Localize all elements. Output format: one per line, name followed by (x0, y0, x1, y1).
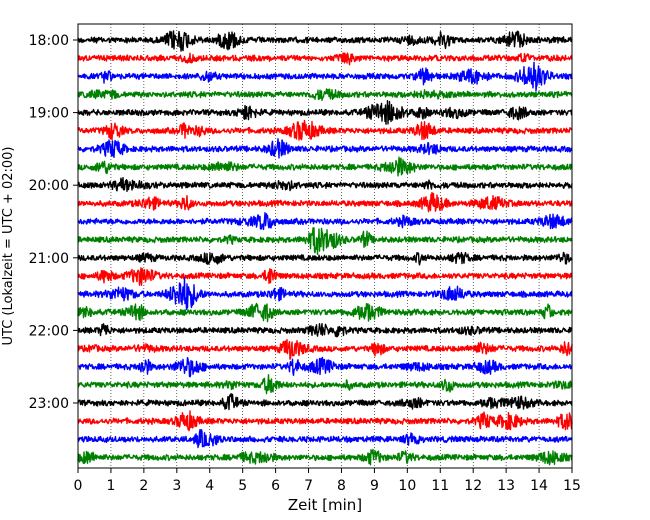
x-tick-label: 7 (304, 478, 313, 494)
trace-2345 (77, 448, 573, 466)
trace-2130 (77, 277, 573, 310)
y-tick-label: 22:00 (29, 323, 69, 339)
trace-2145 (77, 302, 573, 323)
trace-2230 (77, 356, 573, 378)
x-tick-label: 14 (530, 478, 548, 494)
x-tick-label: 11 (431, 478, 449, 494)
trace-1815 (77, 52, 573, 66)
x-tick-label: 3 (172, 478, 181, 494)
trace-2015 (77, 191, 573, 213)
trace-2215 (77, 338, 573, 360)
trace-2245 (77, 374, 573, 395)
trace-1800 (77, 30, 573, 52)
trace-2330 (77, 429, 573, 449)
trace-1915 (77, 119, 573, 141)
y-tick-label: 20:00 (29, 178, 69, 194)
trace-1930 (77, 138, 573, 159)
trace-2000 (77, 176, 573, 192)
trace-2200 (77, 323, 573, 338)
y-tick-label: 18:00 (29, 33, 69, 49)
grid (110, 24, 540, 468)
trace-2030 (77, 212, 573, 231)
x-tick-label: 9 (370, 478, 379, 494)
trace-2315 (77, 410, 573, 432)
trace-2300 (77, 393, 573, 411)
x-tick-label: 15 (563, 478, 581, 494)
x-tick-label: 13 (497, 478, 515, 494)
x-tick-label: 4 (205, 478, 214, 494)
x-tick-label: 1 (106, 478, 115, 494)
x-tick-label: 12 (464, 478, 482, 494)
y-axis-label: UTC (Lokalzeit = UTC + 02:00) (1, 147, 16, 346)
x-tick-label: 0 (74, 478, 83, 494)
trace-2115 (77, 267, 573, 286)
x-tick-label: 5 (238, 478, 247, 494)
trace-1900 (77, 99, 573, 125)
trace-1830 (77, 61, 573, 92)
x-axis: 0 1 2 3 4 5 6 7 8 9 10 11 12 13 14 15 (74, 468, 581, 494)
y-tick-label: 21:00 (29, 251, 69, 267)
x-axis-label: Zeit [min] (288, 496, 362, 514)
x-tick-label: 10 (398, 478, 416, 494)
plot-frame (77, 23, 573, 469)
x-tick-label: 6 (271, 478, 280, 494)
trace-group (77, 30, 573, 466)
y-tick-label: 23:00 (29, 396, 69, 412)
y-axis: 18:00 19:00 20:00 21:00 22:00 23:00 (29, 33, 78, 412)
y-tick-label: 19:00 (29, 106, 69, 122)
x-tick-label: 2 (139, 478, 148, 494)
trace-1845 (77, 88, 573, 101)
x-tick-label: 8 (337, 478, 346, 494)
trace-2100 (77, 251, 573, 266)
trace-2045 (77, 227, 573, 256)
trace-1945 (77, 156, 573, 177)
